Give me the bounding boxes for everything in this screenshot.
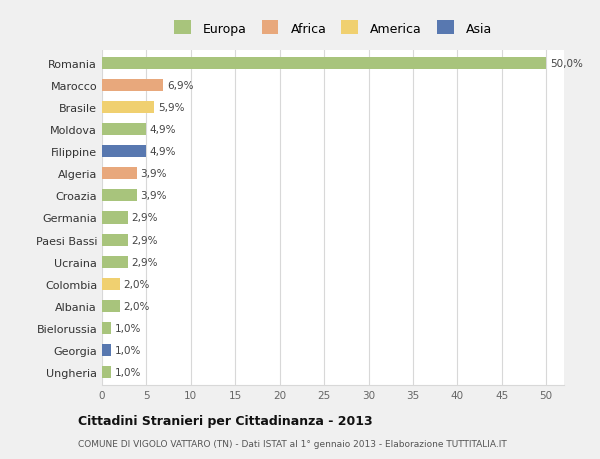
Text: 50,0%: 50,0% bbox=[550, 59, 583, 69]
Text: 4,9%: 4,9% bbox=[149, 125, 176, 135]
Text: 6,9%: 6,9% bbox=[167, 81, 193, 91]
Bar bbox=[102, 300, 120, 312]
Bar bbox=[102, 212, 128, 224]
Legend: Europa, Africa, America, Asia: Europa, Africa, America, Asia bbox=[174, 23, 492, 36]
Bar bbox=[102, 58, 546, 70]
Text: 2,9%: 2,9% bbox=[131, 257, 158, 267]
Bar bbox=[102, 256, 128, 268]
Bar bbox=[102, 168, 137, 180]
Bar bbox=[102, 344, 111, 356]
Text: 3,9%: 3,9% bbox=[140, 169, 167, 179]
Text: 3,9%: 3,9% bbox=[140, 191, 167, 201]
Bar bbox=[102, 146, 146, 158]
Text: 1,0%: 1,0% bbox=[115, 367, 141, 377]
Bar bbox=[102, 322, 111, 334]
Text: 1,0%: 1,0% bbox=[115, 345, 141, 355]
Bar bbox=[102, 80, 163, 92]
Text: 2,9%: 2,9% bbox=[131, 235, 158, 245]
Text: 4,9%: 4,9% bbox=[149, 147, 176, 157]
Text: Cittadini Stranieri per Cittadinanza - 2013: Cittadini Stranieri per Cittadinanza - 2… bbox=[78, 414, 373, 428]
Text: 1,0%: 1,0% bbox=[115, 323, 141, 333]
Bar bbox=[102, 190, 137, 202]
Text: 2,0%: 2,0% bbox=[124, 301, 149, 311]
Text: COMUNE DI VIGOLO VATTARO (TN) - Dati ISTAT al 1° gennaio 2013 - Elaborazione TUT: COMUNE DI VIGOLO VATTARO (TN) - Dati IST… bbox=[78, 439, 507, 448]
Text: 5,9%: 5,9% bbox=[158, 103, 184, 113]
Bar bbox=[102, 366, 111, 378]
Text: 2,9%: 2,9% bbox=[131, 213, 158, 223]
Bar bbox=[102, 278, 120, 290]
Text: 2,0%: 2,0% bbox=[124, 279, 149, 289]
Bar bbox=[102, 102, 154, 114]
Bar bbox=[102, 234, 128, 246]
Bar bbox=[102, 124, 146, 136]
